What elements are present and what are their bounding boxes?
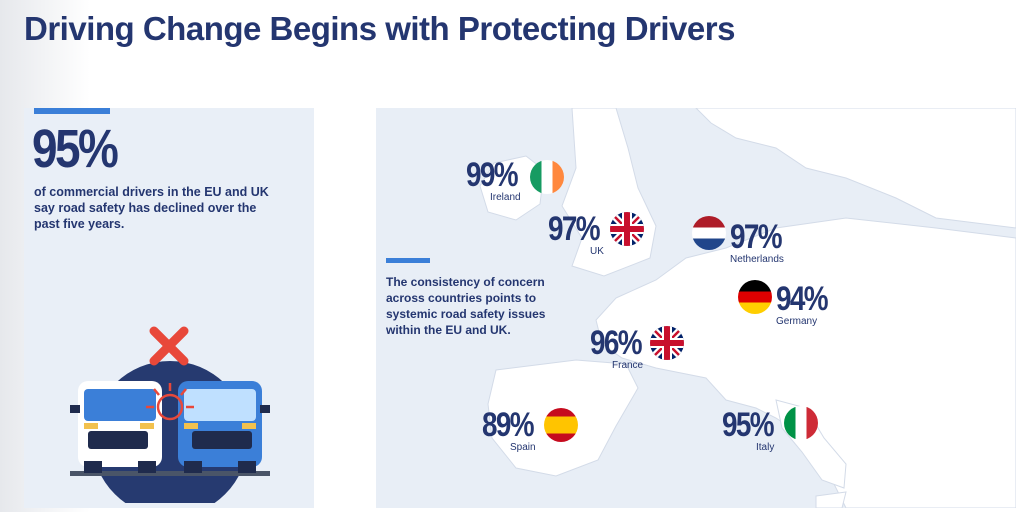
cross-icon bbox=[149, 326, 189, 366]
scandinavia-shape bbox=[695, 108, 1016, 229]
stat-description: of commercial drivers in the EU and UK s… bbox=[34, 185, 269, 231]
germany-flag-icon bbox=[738, 280, 772, 314]
country-name: Spain bbox=[510, 442, 536, 453]
map-note: The consistency of concern across countr… bbox=[386, 275, 546, 337]
accent-bar bbox=[34, 108, 110, 114]
country-percentage: 89% bbox=[482, 406, 535, 444]
ireland-shape bbox=[479, 155, 545, 221]
impact-burst-icon bbox=[146, 383, 194, 421]
sicily-shape bbox=[815, 491, 847, 508]
country-name: Italy bbox=[756, 442, 775, 453]
uk-flag-icon bbox=[650, 326, 684, 360]
country-name: Ireland bbox=[490, 192, 521, 203]
country-name: Germany bbox=[776, 316, 818, 327]
country-percentage: 94% bbox=[776, 280, 829, 318]
country-percentage: 99% bbox=[466, 156, 519, 194]
note-accent-bar bbox=[386, 258, 430, 263]
country-name: UK bbox=[590, 246, 604, 257]
netherlands-flag-icon bbox=[692, 216, 726, 250]
spain-flag-icon bbox=[544, 408, 578, 442]
britain-shape bbox=[561, 108, 657, 277]
europe-map-panel: The consistency of concern across countr… bbox=[376, 108, 1016, 508]
country-name: Netherlands bbox=[730, 254, 784, 265]
country-percentage: 96% bbox=[590, 324, 643, 362]
country-percentage: 97% bbox=[730, 218, 783, 256]
italy-flag-icon bbox=[784, 406, 818, 440]
white-van-icon bbox=[70, 381, 162, 473]
country-percentage: 97% bbox=[548, 210, 601, 248]
country-name: France bbox=[612, 360, 644, 371]
page-title: Driving Change Begins with Protecting Dr… bbox=[24, 10, 735, 47]
stat-card: 95% of commercial drivers in the EU and … bbox=[24, 108, 314, 508]
blue-van-icon bbox=[178, 381, 270, 473]
uk-flag-icon bbox=[610, 212, 644, 246]
stat-value: 95% bbox=[32, 119, 119, 179]
ireland-flag-icon bbox=[530, 160, 564, 194]
mainland-shape bbox=[595, 217, 1016, 508]
country-percentage: 95% bbox=[722, 406, 775, 444]
van-collision-illustration bbox=[70, 326, 270, 503]
